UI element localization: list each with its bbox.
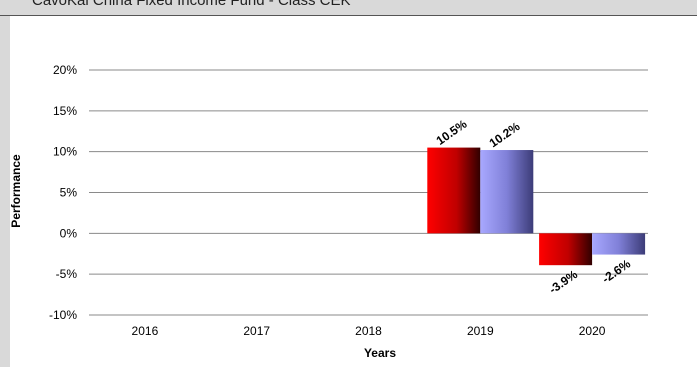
bar-series-2-2020 (592, 233, 646, 255)
bars (427, 147, 646, 266)
bar-series-2-2019 (480, 150, 534, 234)
y-tick-label: 15% (53, 104, 77, 118)
x-tick-label: 2018 (355, 324, 382, 338)
title-strip: CavoKai China Fixed Income Fund - Class … (0, 0, 697, 16)
bar-value-label: 10.2% (487, 119, 523, 150)
x-axis-title: Years (364, 346, 396, 360)
x-tick-label: 2017 (243, 324, 270, 338)
chart-title: CavoKai China Fixed Income Fund - Class … (32, 0, 351, 9)
y-tick-label: 10% (53, 145, 77, 159)
y-tick-label: -10% (49, 308, 77, 322)
y-tick-label: -5% (56, 267, 78, 281)
x-tick-label: 2019 (467, 324, 494, 338)
x-tick-label: 2020 (579, 324, 606, 338)
y-axis-title: Performance (9, 154, 23, 228)
y-tick-label: 20% (53, 63, 77, 77)
y-tick-label: 5% (60, 186, 78, 200)
bar-series-1-2019 (427, 147, 481, 234)
y-tick-label: 0% (60, 226, 78, 240)
bar-value-label: -3.9% (546, 267, 580, 297)
bar-value-label: -2.6% (599, 256, 633, 286)
x-tick-label: 2016 (132, 324, 159, 338)
chart-panel (10, 16, 697, 367)
title-rule (0, 15, 697, 16)
bar-series-1-2020 (539, 233, 593, 266)
bar-value-label: 10.5% (434, 117, 470, 148)
x-axis-ticks: 2016 2017 2018 2019 2020 (132, 324, 606, 338)
y-axis-ticks: 20% 15% 10% 5% 0% -5% -10% (49, 63, 77, 322)
